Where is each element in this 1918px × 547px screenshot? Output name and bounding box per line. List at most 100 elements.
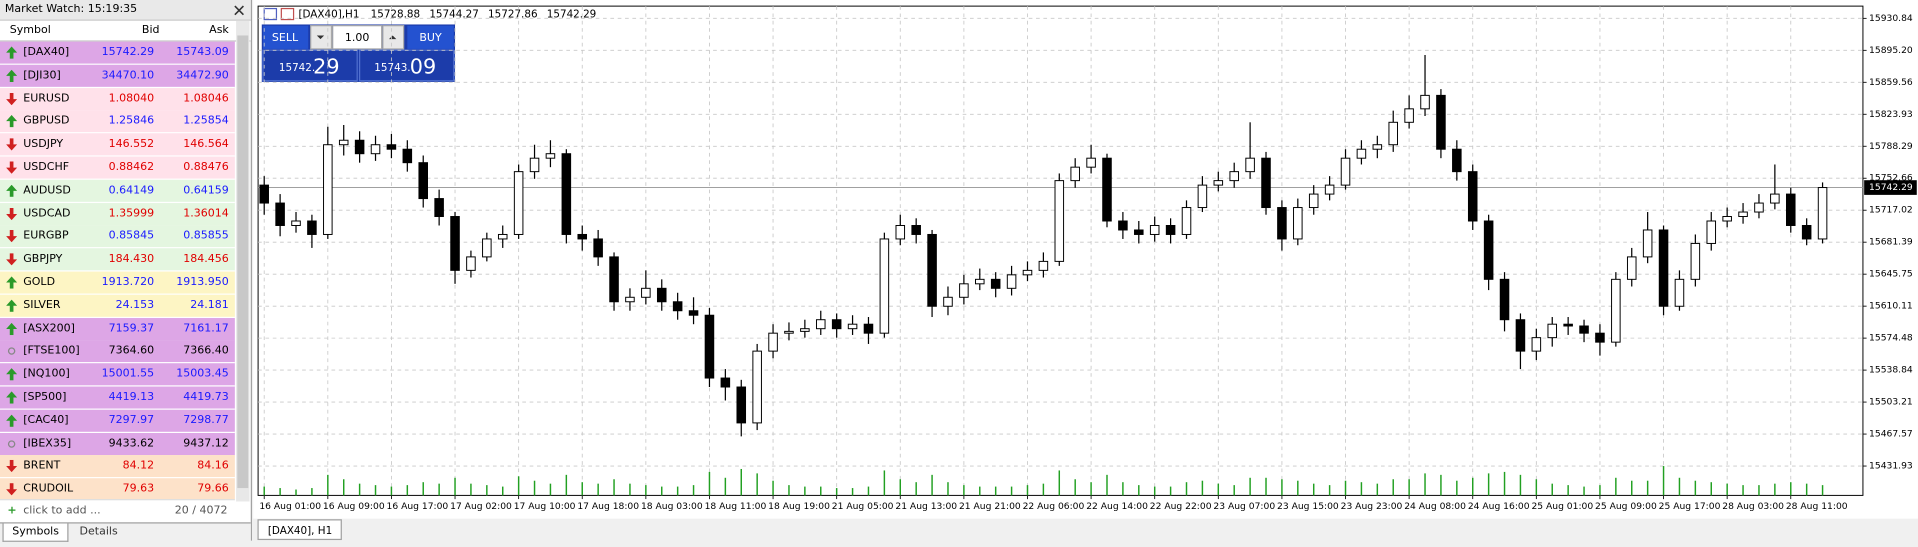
candle-body	[990, 278, 1001, 289]
buy-price-box[interactable]	[359, 49, 455, 82]
scrollbar[interactable]	[236, 20, 250, 502]
y-tick-label: 15610.11	[1869, 301, 1913, 312]
ask: 1.36014	[183, 207, 229, 220]
y-tick-label: 15895.20	[1869, 45, 1913, 56]
close-icon[interactable]	[234, 5, 245, 16]
buy-label[interactable]: BUY	[419, 31, 442, 44]
x-tick-label: 18 Aug 19:00	[768, 501, 830, 512]
candle-body	[354, 139, 365, 155]
scroll-thumb[interactable]	[237, 35, 249, 489]
x-tick-label: 16 Aug 09:00	[323, 501, 385, 512]
direction-icon	[6, 184, 18, 197]
direction-icon	[6, 368, 18, 381]
candle-body	[1452, 148, 1462, 173]
candle-body	[863, 323, 874, 334]
x-tick-label: 16 Aug 17:00	[387, 501, 449, 512]
candle-body	[1070, 166, 1080, 182]
direction-icon	[6, 414, 18, 427]
candle-body	[1801, 225, 1812, 240]
ask: 1.25854	[183, 115, 229, 128]
ask: 1913.950	[176, 276, 229, 289]
symbol-row: USDJPY 146.552 146.564	[0, 133, 235, 157]
candle-body	[784, 330, 794, 334]
bid: 9433.62	[108, 437, 155, 450]
y-tick-label: 15930.84	[1869, 13, 1913, 24]
last-price-label: 15742.29	[1869, 182, 1913, 193]
y-tick-label: 15788.29	[1869, 141, 1913, 152]
candle-body	[307, 220, 317, 235]
candle-body	[641, 287, 651, 298]
add-hint[interactable]: click to add ...	[23, 505, 101, 518]
symbol: SILVER	[23, 299, 61, 312]
market-watch: Market Watch: 15:19:35 Symbol Bid Ask [D…	[0, 0, 252, 542]
symbol: USDJPY	[23, 138, 64, 151]
candle-body	[815, 319, 826, 330]
candle-body	[1547, 323, 1558, 339]
y-tick-label: 15503.21	[1869, 397, 1913, 408]
bid: 1913.720	[101, 276, 155, 289]
symbol: CRUDOIL	[23, 483, 74, 496]
candle-body	[275, 202, 285, 226]
volume-field[interactable]	[332, 25, 383, 50]
x-tick-label: 23 Aug 23:00	[1341, 501, 1403, 512]
ask: 15003.45	[176, 368, 229, 381]
symbol-row: [NQ100] 15001.55 15003.45	[0, 363, 235, 387]
candle-body	[1611, 278, 1621, 343]
candle-body	[959, 283, 969, 298]
ask: 7366.40	[183, 345, 229, 358]
candle-body	[1277, 207, 1287, 240]
candle-body	[1420, 94, 1430, 110]
candle-body	[1102, 157, 1112, 222]
ask: 0.85855	[183, 230, 229, 243]
buy-price-main: 15743.	[374, 62, 410, 74]
x-tick-label: 23 Aug 15:00	[1277, 501, 1339, 512]
candle-body	[482, 238, 492, 258]
sell-price-big: 29	[313, 54, 339, 78]
x-tick-label: 28 Aug 11:00	[1786, 501, 1848, 512]
candle-body	[1086, 157, 1096, 168]
tab-details[interactable]: Details	[79, 525, 118, 539]
direction-icon	[6, 391, 18, 404]
direction-icon	[6, 46, 18, 59]
candle-body	[1770, 193, 1780, 204]
candle-body	[943, 296, 953, 307]
symbol-count: 20 / 4072	[174, 505, 228, 518]
candle-body	[1674, 278, 1685, 307]
bid: 7297.97	[108, 414, 155, 427]
candle-body	[577, 233, 588, 240]
ask: 9437.12	[183, 437, 229, 450]
symbol-row: USDCHF 0.88462 0.88476	[0, 156, 235, 180]
ask: 15743.09	[176, 46, 229, 59]
col-ask: Ask	[209, 24, 229, 37]
candle-body	[1467, 171, 1478, 222]
candle-body	[975, 278, 985, 285]
candle-body	[1293, 207, 1303, 240]
sell-button[interactable]	[262, 25, 309, 49]
candle-body	[1626, 256, 1637, 280]
chart-tab-label[interactable]: [DAX40], H1	[268, 525, 332, 537]
symbol-row: BRENT 84.12 84.16	[0, 455, 235, 479]
candle-body	[323, 144, 333, 235]
tab-symbols[interactable]: Symbols	[2, 523, 69, 542]
ask: 0.64159	[183, 184, 229, 197]
arrow-up	[388, 35, 397, 40]
market-watch-title: Market Watch: 15:19:35	[4, 3, 138, 16]
direction-icon	[6, 230, 18, 243]
symbol-row: AUDUSD 0.64149 0.64159	[0, 179, 235, 203]
symbol: EURGBP	[23, 230, 69, 243]
candle-body	[291, 220, 301, 226]
candle-body	[529, 157, 540, 173]
add-row[interactable]: + click to add ... 20 / 4072	[0, 499, 235, 523]
symbol-row: USDCAD 1.35999 1.36014	[0, 202, 235, 226]
chart-tab[interactable]	[257, 519, 342, 541]
candle-body	[1229, 171, 1239, 182]
candle-body	[1261, 157, 1271, 209]
buy-button[interactable]	[407, 25, 454, 49]
sell-label[interactable]: SELL	[272, 31, 299, 44]
symbol-row: [DJI30] 34470.10 34472.90	[0, 64, 235, 88]
x-tick-label: 24 Aug 16:00	[1468, 501, 1530, 512]
candle-body	[625, 296, 635, 303]
x-tick-label: 18 Aug 11:00	[705, 501, 767, 512]
x-tick-label: 23 Aug 07:00	[1213, 501, 1275, 512]
direction-icon	[6, 253, 18, 266]
